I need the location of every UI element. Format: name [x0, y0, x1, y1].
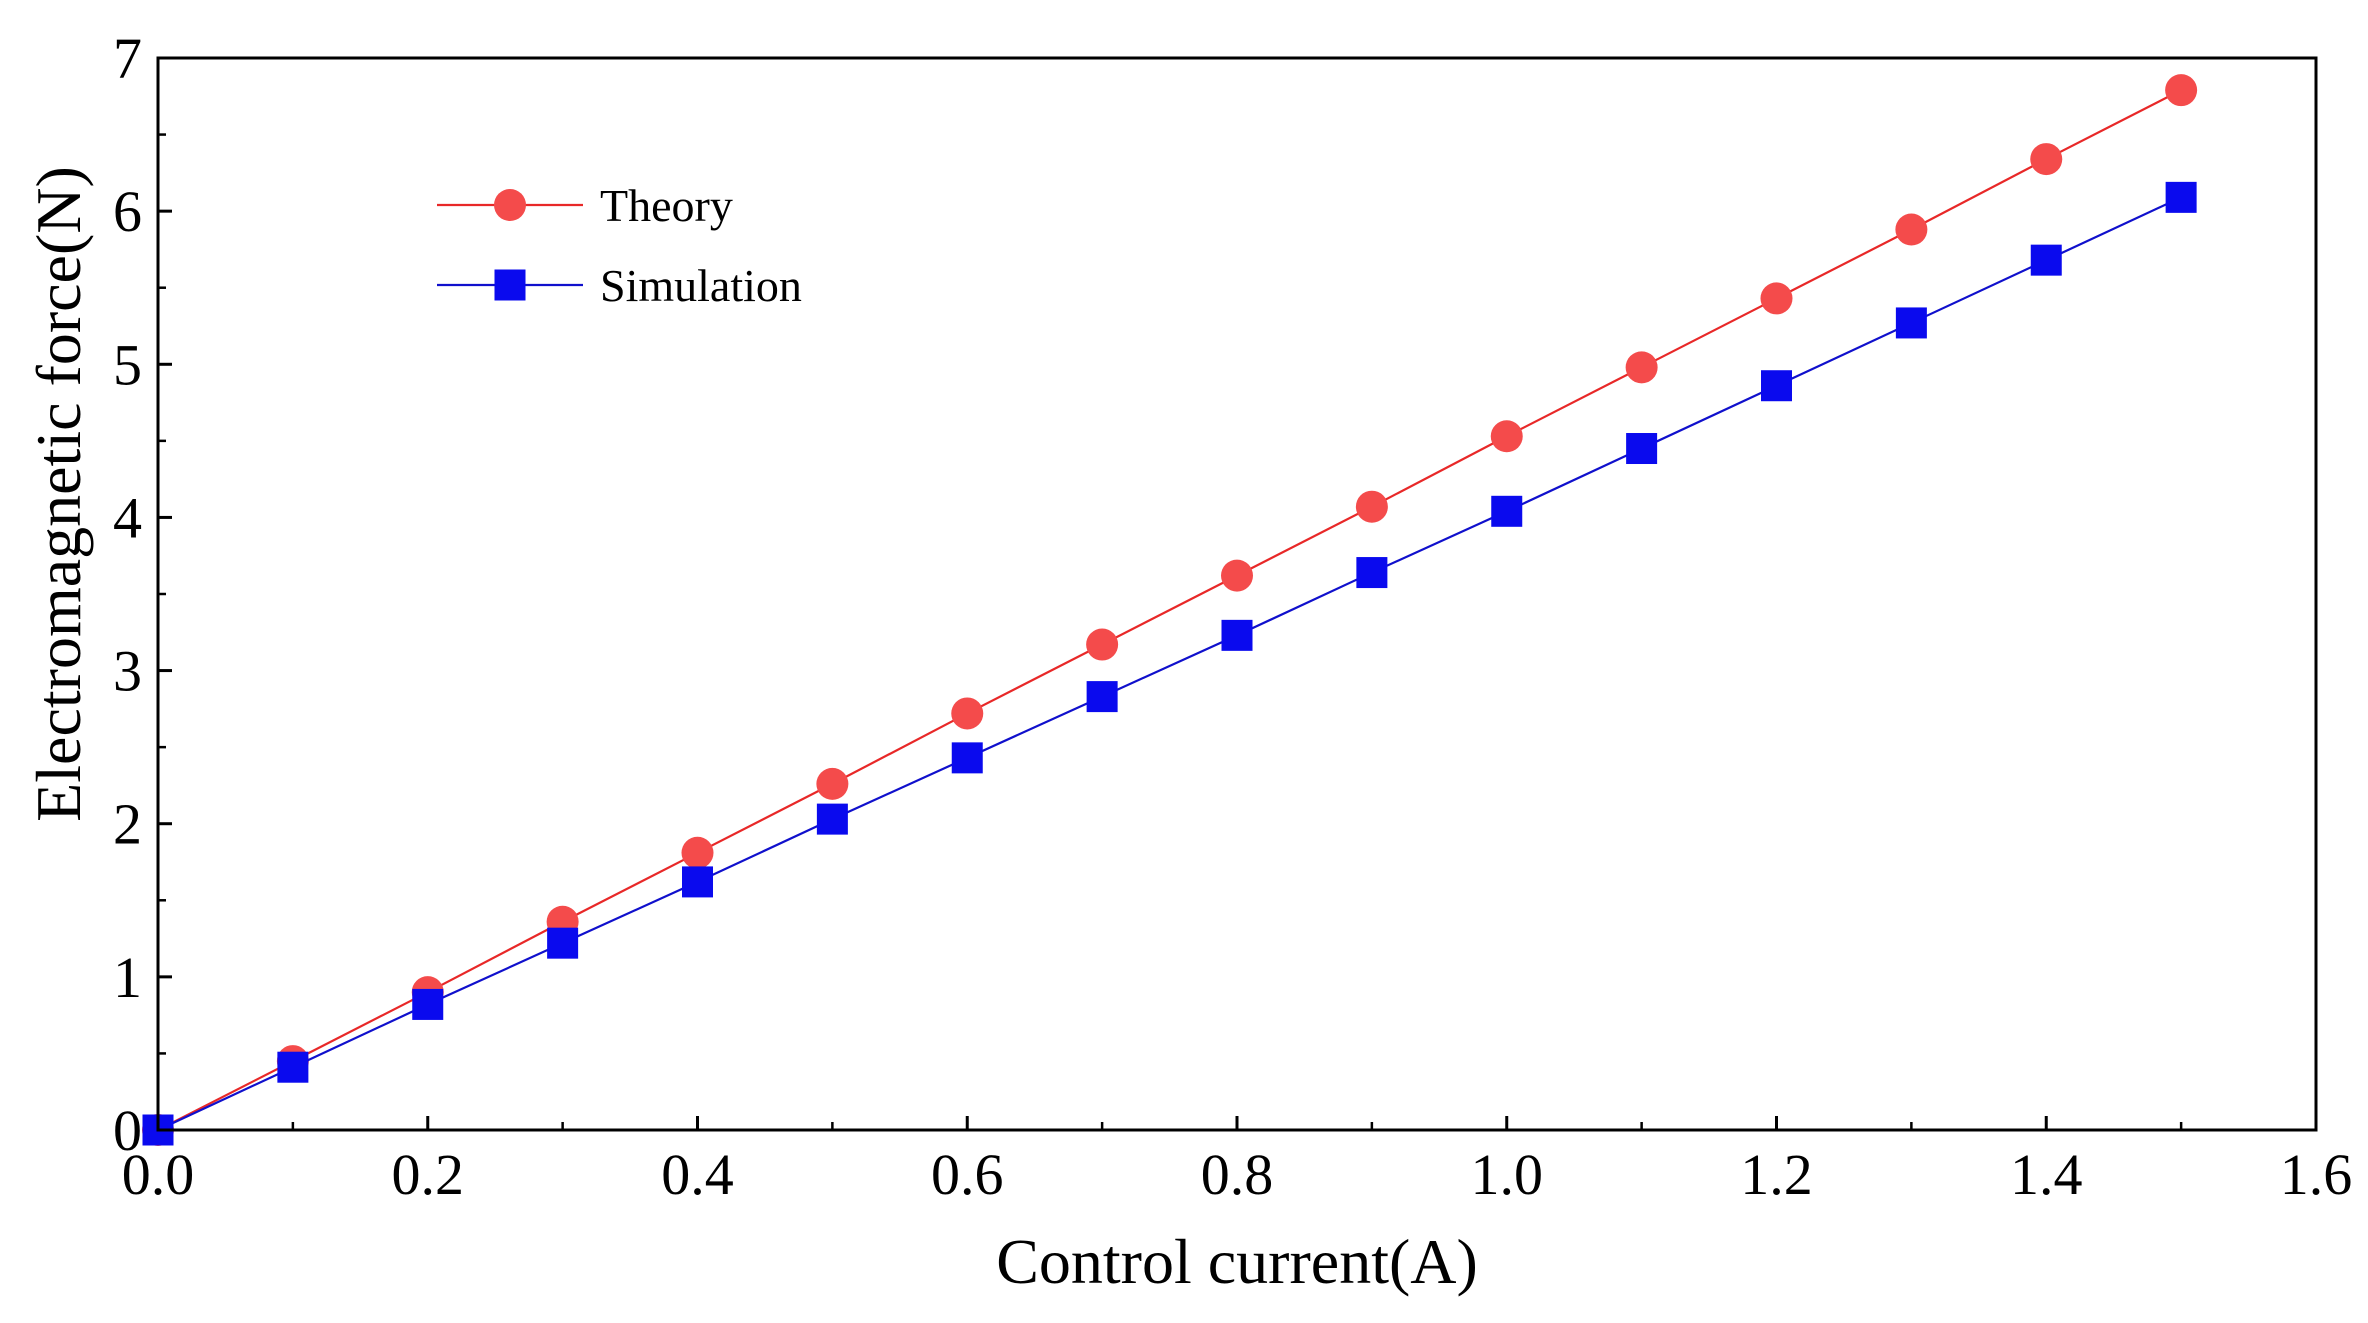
x-tick-label: 1.0	[1471, 1142, 1544, 1207]
x-tick-label: 0.8	[1201, 1142, 1274, 1207]
x-tick-label: 0.6	[931, 1142, 1004, 1207]
simulation-data-point	[2030, 244, 2062, 276]
x-tick-label: 1.2	[1740, 1142, 1813, 1207]
simulation-data-point	[816, 803, 848, 835]
simulation-data-point	[951, 742, 983, 774]
theory-data-point	[2030, 143, 2063, 176]
plot-frame	[156, 56, 2318, 1132]
simulation-data-point	[1221, 619, 1253, 651]
y-tick-label: 4	[113, 485, 142, 550]
x-tick-label: 0.4	[661, 1142, 734, 1207]
x-tick-label: 0.2	[392, 1142, 465, 1207]
simulation-data-point	[1086, 681, 1118, 713]
y-tick-label: 5	[113, 332, 142, 397]
y-tick-label: 3	[113, 639, 142, 704]
theory-data-point	[951, 697, 984, 730]
simulation-data-point	[1895, 307, 1927, 339]
x-tick-label: 1.4	[2010, 1142, 2083, 1207]
legend: Theory Simulation	[437, 180, 802, 311]
simulation-data-point	[1761, 370, 1792, 402]
theory-data-point	[816, 767, 849, 800]
simulation-data-point	[2165, 181, 2197, 213]
y-axis-title: Electromagnetic force(N)	[23, 166, 94, 822]
theory-data-point	[1086, 628, 1119, 661]
legend-simulation-label: Simulation	[600, 260, 802, 311]
simulation-data-point	[412, 988, 444, 1020]
theory-data-point	[1355, 490, 1388, 523]
ticks-layer: 0.0 0.2 0.4 0.6 0.8 1.0 1.2 1.4 1.6 0 1 2 3 4 5 6 7	[113, 26, 2352, 1207]
simulation-data-point	[682, 866, 713, 898]
y-tick-label: 0	[113, 1098, 142, 1163]
theory-data-point	[1490, 420, 1523, 453]
y-tick-label: 7	[113, 26, 142, 91]
theory-data-point	[681, 836, 714, 869]
theory-data-point	[1625, 351, 1658, 384]
x-axis-title: Control current(A)	[996, 1226, 1478, 1297]
simulation-data-point	[277, 1051, 309, 1083]
theory-data-point	[1760, 282, 1793, 315]
y-tick-label: 6	[113, 179, 142, 244]
x-tick-label: 1.6	[2280, 1142, 2353, 1207]
simulation-data-point	[1491, 495, 1523, 527]
simulation-series-line	[157, 196, 2182, 1131]
legend-theory-label: Theory	[600, 180, 733, 231]
y-tick-label: 2	[113, 792, 142, 857]
theory-series-line	[157, 89, 2182, 1131]
simulation-data-point	[547, 927, 579, 959]
series-layer	[142, 74, 2198, 1146]
legend-simulation-marker	[494, 269, 526, 301]
simulation-data-point	[1356, 557, 1388, 589]
simulation-data-point	[1626, 433, 1658, 465]
legend-theory-marker	[494, 189, 526, 221]
theory-data-point	[2165, 74, 2198, 107]
y-tick-label: 1	[113, 945, 142, 1010]
theory-data-point	[1895, 213, 1928, 246]
x-tick-label: 0.0	[122, 1142, 195, 1207]
theory-data-point	[1221, 559, 1253, 592]
